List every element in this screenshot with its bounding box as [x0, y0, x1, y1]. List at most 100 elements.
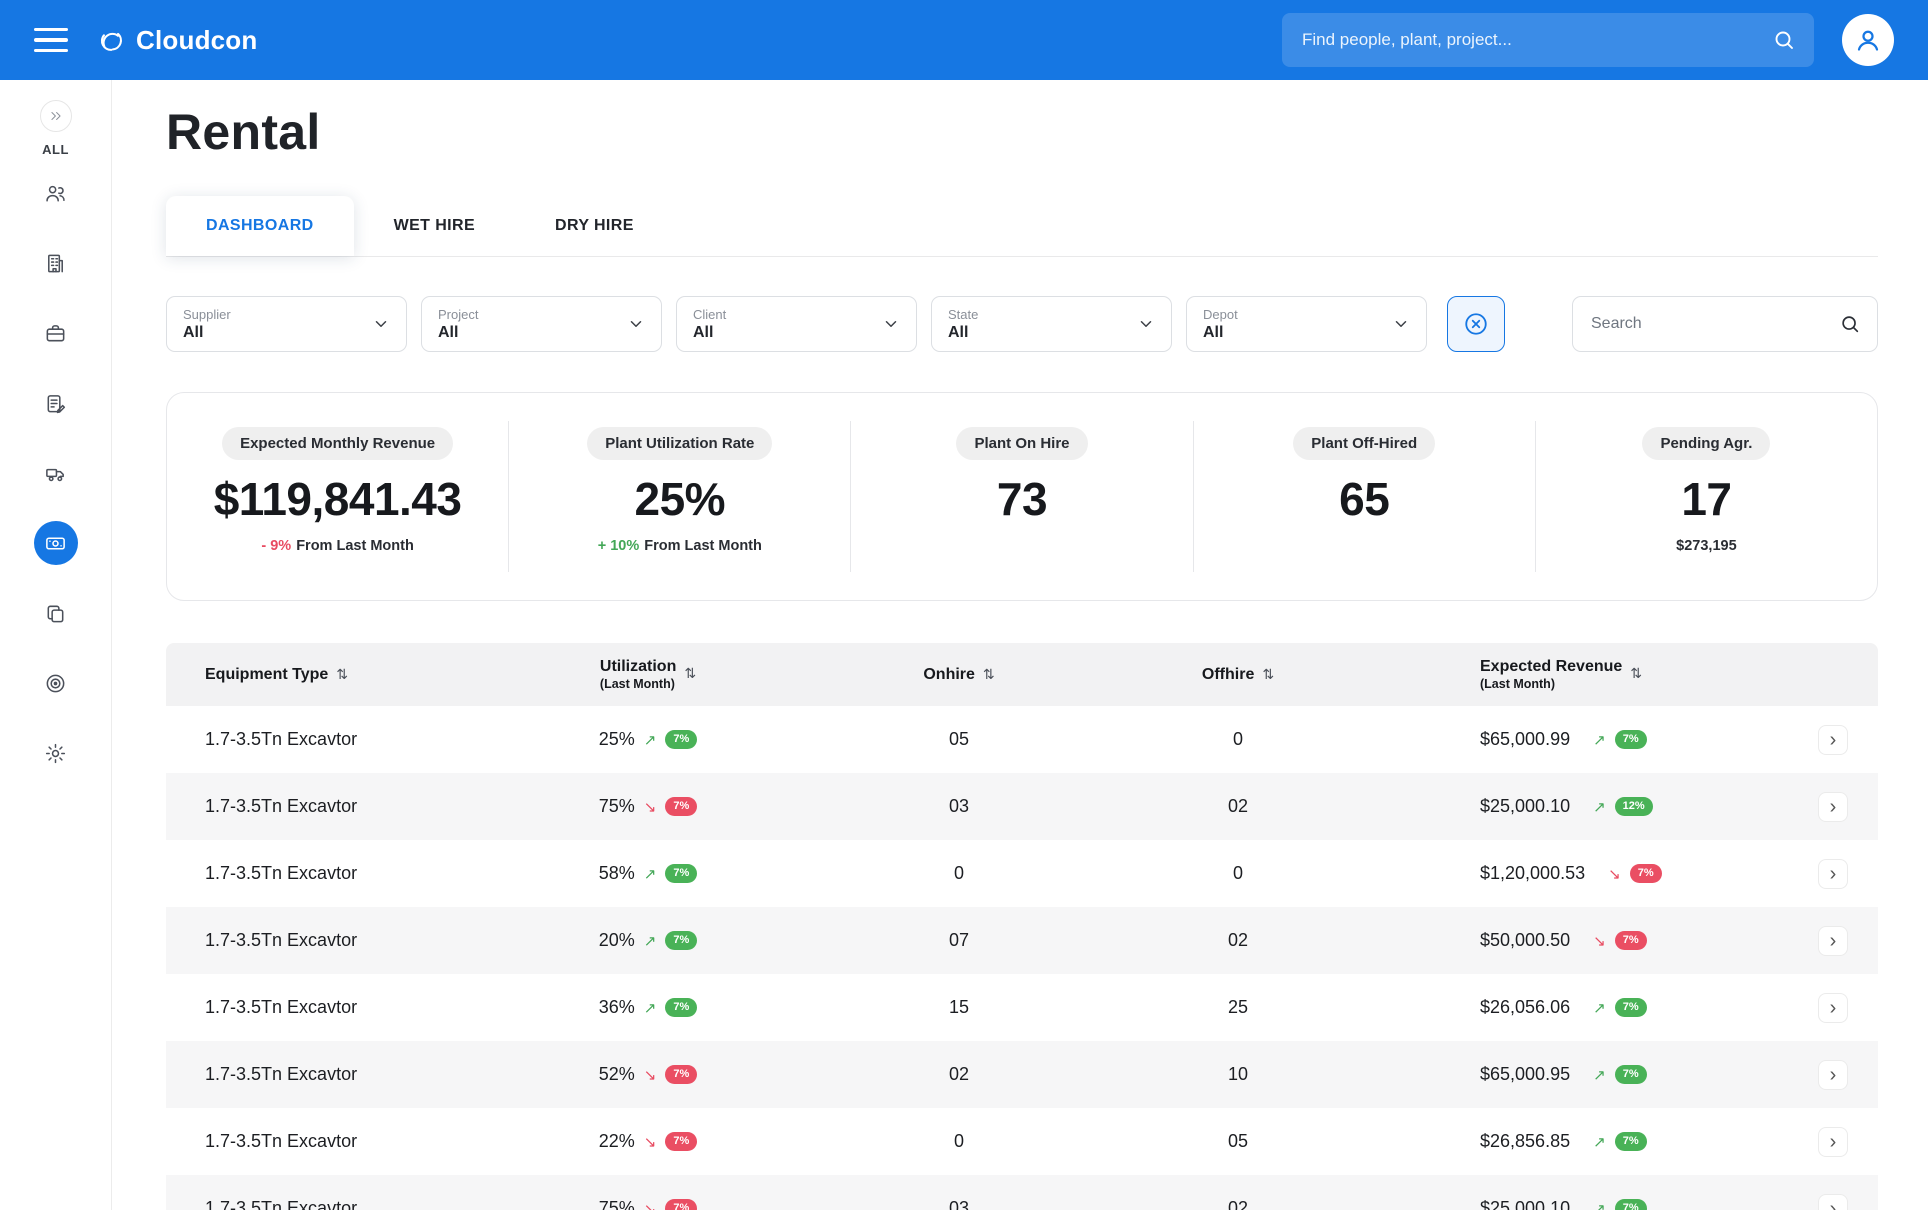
- stat-label: Plant On Hire: [956, 427, 1088, 460]
- row-expand-button[interactable]: ›: [1818, 791, 1848, 822]
- row-expand-button[interactable]: ›: [1818, 992, 1848, 1023]
- tab-dry-hire[interactable]: DRY HIRE: [515, 196, 674, 256]
- utilization-badge: 7%: [665, 1198, 698, 1210]
- onhire-value: 03: [948, 796, 970, 816]
- utilization-value: 20%: [598, 930, 635, 950]
- table-row[interactable]: 1.7-3.5Tn Excavtor 52% ↘ 7% 02 10 $65,00…: [166, 1041, 1878, 1108]
- table-row[interactable]: 1.7-3.5Tn Excavtor 75% ↘ 7% 03 02 $25,00…: [166, 1175, 1878, 1210]
- brand[interactable]: Cloudcon: [96, 25, 257, 56]
- equipment-type-value: 1.7-3.5Tn Excavtor: [205, 1064, 358, 1084]
- equipment-type-value: 1.7-3.5Tn Excavtor: [205, 1131, 358, 1151]
- chevron-right-icon: ›: [1829, 862, 1837, 885]
- sidebar-item-plant[interactable]: [34, 451, 78, 495]
- table-row[interactable]: 1.7-3.5Tn Excavtor 58% ↗ 7% 0 0 $1,20,00…: [166, 840, 1878, 907]
- stat-sub-value: $273,195: [1676, 538, 1737, 554]
- gear-icon: [45, 743, 66, 763]
- utilization-trend-icon: ↘: [643, 1199, 657, 1210]
- revenue-cell: $26,856.85 ↗ 7%: [1368, 1131, 1788, 1152]
- revenue-trend-icon: ↗: [1593, 797, 1606, 816]
- briefcase-icon: [46, 324, 65, 341]
- global-search: [1282, 13, 1814, 67]
- onhire-value: 02: [948, 1064, 970, 1084]
- stat-value: 25%: [634, 473, 726, 525]
- sidebar-item-safety[interactable]: [34, 661, 78, 705]
- utilization-trend-icon: ↗: [643, 931, 657, 950]
- revenue-badge: 7%: [1614, 1198, 1647, 1210]
- chevron-right-icon: ›: [1829, 795, 1837, 818]
- utilization-cell: 36% ↗ 7%: [486, 997, 810, 1018]
- table-search-input[interactable]: [1589, 314, 1839, 334]
- chevron-right-icon: ›: [1829, 1063, 1837, 1086]
- client-filter-dropdown[interactable]: Client All: [676, 296, 917, 352]
- sort-icon[interactable]: ⇅: [684, 666, 697, 683]
- table-row[interactable]: 1.7-3.5Tn Excavtor 36% ↗ 7% 15 25 $26,05…: [166, 974, 1878, 1041]
- header-expected-revenue: Expected Revenue (Last Month) ⇅: [1480, 658, 1643, 691]
- sidebar-expand-button[interactable]: [39, 100, 72, 132]
- revenue-cell: $26,056.06 ↗ 7%: [1368, 997, 1788, 1018]
- sort-icon[interactable]: ⇅: [1262, 666, 1275, 683]
- offhire-value: 25: [1227, 997, 1249, 1017]
- sort-icon[interactable]: ⇅: [336, 666, 348, 683]
- revenue-cell: $1,20,000.53 ↘ 7%: [1368, 863, 1788, 884]
- revenue-trend-icon: ↘: [1608, 864, 1621, 883]
- sort-icon[interactable]: ⇅: [982, 666, 995, 683]
- sidebar-item-jobs[interactable]: [34, 311, 78, 355]
- sidebar-item-rental[interactable]: [33, 521, 78, 565]
- revenue-badge: 7%: [1614, 997, 1647, 1018]
- main-content: Rental DASHBOARD WET HIRE DRY HIRE Suppl…: [112, 80, 1928, 1210]
- utilization-value: 36%: [598, 997, 635, 1017]
- sidebar-item-forms[interactable]: [34, 381, 78, 425]
- filter-bar: Supplier All Project All Client All State Al…: [166, 296, 1878, 352]
- money-icon: [46, 536, 65, 550]
- revenue-badge: 7%: [1629, 863, 1662, 884]
- state-filter-dropdown[interactable]: State All: [931, 296, 1172, 352]
- sidebar-item-people[interactable]: [34, 171, 78, 215]
- chevron-down-icon: [1140, 321, 1152, 327]
- table-row[interactable]: 1.7-3.5Tn Excavtor 20% ↗ 7% 07 02 $50,00…: [166, 907, 1878, 974]
- utilization-cell: 20% ↗ 7%: [486, 930, 810, 951]
- table-row[interactable]: 1.7-3.5Tn Excavtor 75% ↘ 7% 03 02 $25,00…: [166, 773, 1878, 840]
- revenue-cell: $50,000.50 ↘ 7%: [1368, 930, 1788, 951]
- supplier-filter-dropdown[interactable]: Supplier All: [166, 296, 407, 352]
- row-expand-button[interactable]: ›: [1818, 724, 1848, 755]
- page-title: Rental: [166, 104, 321, 160]
- hamburger-menu-icon[interactable]: [34, 28, 68, 52]
- table-row[interactable]: 1.7-3.5Tn Excavtor 22% ↘ 7% 0 05 $26,856…: [166, 1108, 1878, 1175]
- clear-filters-button[interactable]: [1447, 296, 1505, 352]
- utilization-value: 75%: [598, 796, 635, 816]
- global-search-input[interactable]: [1300, 29, 1772, 51]
- user-icon: [1857, 30, 1879, 51]
- search-icon[interactable]: [1772, 28, 1796, 52]
- header-utilization: Utilization (Last Month) ⇅: [599, 658, 697, 691]
- search-icon[interactable]: [1839, 313, 1861, 335]
- table-row[interactable]: 1.7-3.5Tn Excavtor 25% ↗ 7% 05 0 $65,000…: [166, 706, 1878, 773]
- revenue-trend-icon: ↗: [1593, 1132, 1606, 1151]
- sidebar-item-settings[interactable]: [34, 731, 78, 775]
- utilization-trend-icon: ↗: [643, 864, 657, 883]
- utilization-trend-icon: ↗: [643, 998, 657, 1017]
- stat-pending-agreements: Pending Agr. 17 $273,195: [1534, 421, 1877, 572]
- depot-filter-dropdown[interactable]: Depot All: [1186, 296, 1427, 352]
- revenue-value: $25,000.10: [1480, 796, 1571, 816]
- tab-dashboard[interactable]: DASHBOARD: [166, 196, 354, 256]
- sidebar-item-company[interactable]: [34, 241, 78, 285]
- utilization-badge: 7%: [665, 796, 698, 817]
- user-avatar[interactable]: [1842, 14, 1894, 66]
- table-search: [1572, 296, 1878, 352]
- row-expand-button[interactable]: ›: [1818, 1059, 1848, 1090]
- revenue-value: $1,20,000.53: [1480, 863, 1586, 883]
- revenue-badge: 12%: [1614, 796, 1653, 817]
- row-expand-button[interactable]: ›: [1818, 858, 1848, 889]
- sidebar-section-label: ALL: [42, 142, 69, 157]
- sidebar-item-projects[interactable]: [34, 591, 78, 635]
- equipment-type-value: 1.7-3.5Tn Excavtor: [205, 863, 358, 883]
- row-expand-button[interactable]: ›: [1818, 1126, 1848, 1157]
- project-filter-dropdown[interactable]: Project All: [421, 296, 662, 352]
- sort-icon[interactable]: ⇅: [1630, 666, 1643, 683]
- utilization-badge: 7%: [665, 729, 698, 750]
- stat-delta: + 10% From Last Month: [597, 538, 762, 554]
- row-expand-button[interactable]: ›: [1818, 925, 1848, 956]
- row-expand-button[interactable]: ›: [1818, 1193, 1848, 1210]
- tab-wet-hire[interactable]: WET HIRE: [354, 196, 515, 256]
- forklift-icon: [46, 468, 64, 481]
